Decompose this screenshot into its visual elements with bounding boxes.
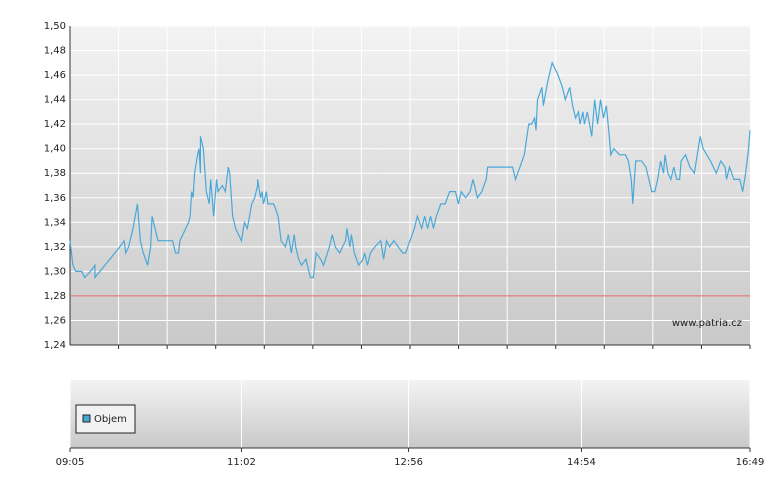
watermark: www.patria.cz xyxy=(672,318,742,329)
y-tick-label: 1,36 xyxy=(44,193,66,204)
x-tick-label: 12:56 xyxy=(394,457,423,468)
volume-area xyxy=(70,380,750,448)
y-tick-label: 1,44 xyxy=(44,95,66,106)
y-tick-label: 1,34 xyxy=(44,217,66,228)
x-tick-label: 09:05 xyxy=(56,457,85,468)
y-tick-label: 1,46 xyxy=(44,70,66,81)
y-tick-label: 1,42 xyxy=(44,119,66,130)
x-tick-label: 16:49 xyxy=(736,457,765,468)
y-tick-label: 1,50 xyxy=(44,21,66,32)
y-tick-label: 1,28 xyxy=(44,291,66,302)
x-tick-label: 11:02 xyxy=(227,457,256,468)
y-tick-label: 1,26 xyxy=(44,315,66,326)
legend-swatch xyxy=(82,414,91,423)
legend-label: Objem xyxy=(94,414,127,425)
x-tick-label: 14:54 xyxy=(567,457,596,468)
price-line xyxy=(69,61,751,280)
y-tick-label: 1,38 xyxy=(44,168,66,179)
y-tick-label: 1,24 xyxy=(44,340,66,351)
y-tick-label: 1,40 xyxy=(44,144,66,155)
y-tick-label: 1,32 xyxy=(44,242,66,253)
y-tick-label: 1,48 xyxy=(44,46,66,57)
y-tick-label: 1,30 xyxy=(44,266,66,277)
